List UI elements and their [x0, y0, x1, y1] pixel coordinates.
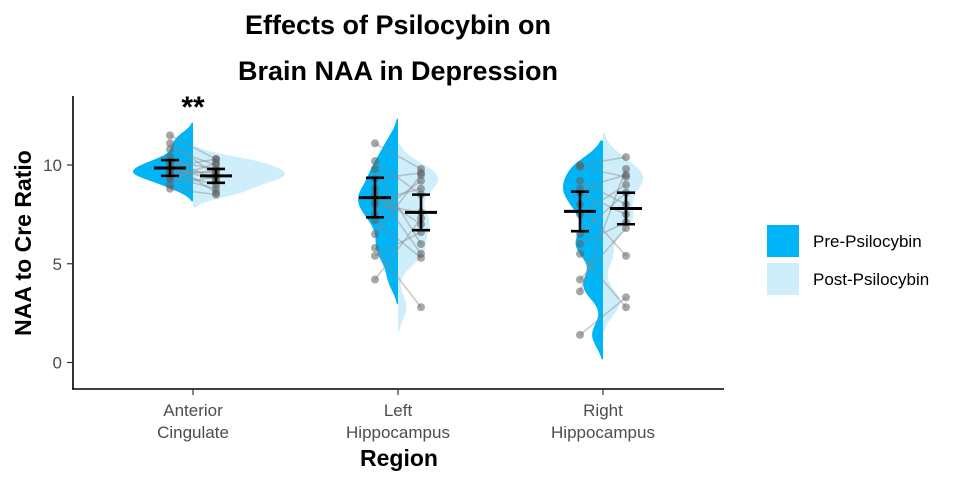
violin-post-1 — [398, 144, 438, 332]
paired-line — [374, 180, 422, 216]
paired-line — [169, 176, 217, 186]
paired-line — [579, 227, 627, 281]
violin-pre-1 — [358, 118, 398, 304]
paired-line — [169, 176, 217, 190]
significance-annotation: ** — [181, 91, 205, 124]
data-point-pre — [371, 251, 379, 260]
paired-line — [579, 192, 627, 235]
paired-line — [579, 296, 627, 336]
x-tick-label: Hippocampus — [346, 423, 450, 442]
data-point-post — [417, 170, 425, 179]
paired-line — [169, 158, 217, 168]
x-tick-label: Right — [583, 401, 623, 420]
paired-line — [374, 142, 422, 170]
paired-line — [579, 191, 627, 216]
legend-label-post: Post-Psilocybin — [813, 270, 929, 289]
paired-line — [579, 166, 627, 178]
paired-line — [374, 193, 422, 225]
paired-line — [579, 180, 627, 206]
paired-line — [374, 217, 422, 281]
data-point-pre — [576, 249, 584, 258]
paired-line — [169, 160, 217, 170]
data-point-post — [622, 170, 630, 179]
data-point-pre — [576, 275, 584, 284]
paired-line — [374, 231, 422, 257]
plot-area: ** — [133, 91, 643, 360]
legend: Pre-Psilocybin Post-Psilocybin — [767, 225, 929, 295]
data-point-post — [417, 253, 425, 262]
paired-line — [579, 253, 627, 308]
paired-line — [374, 174, 422, 235]
data-point-post — [212, 159, 220, 168]
data-point-post — [622, 224, 630, 233]
axes: 0 5 10 Anterior Cingulate Left Hippocampus Righ… — [43, 156, 655, 442]
data-point-pre — [166, 145, 174, 154]
paired-line — [374, 219, 422, 259]
paired-line — [169, 148, 217, 166]
chart-title-line-2: Brain NAA in Depression — [238, 56, 558, 86]
data-point-post — [622, 293, 630, 302]
data-point-post — [622, 180, 630, 189]
paired-line — [374, 188, 422, 255]
y-tick-label: 0 — [53, 354, 62, 373]
data-point-post — [622, 251, 630, 260]
data-point-pre — [576, 176, 584, 185]
data-point-pre — [371, 139, 379, 148]
data-point-pre — [371, 275, 379, 284]
violin-pre-2 — [563, 140, 603, 360]
x-tick-label: Cingulate — [157, 423, 229, 442]
chart-title-line-1: Effects of Psilocybin on — [245, 10, 551, 40]
data-point-pre — [166, 139, 174, 148]
data-point-pre — [371, 243, 379, 252]
data-point-pre — [371, 164, 379, 173]
y-tick-label: 5 — [53, 255, 62, 274]
data-point-post — [417, 176, 425, 185]
paired-line — [579, 168, 627, 292]
y-tick-label: 10 — [43, 156, 62, 175]
paired-line — [579, 203, 627, 257]
x-tick-label: Anterior — [163, 401, 223, 420]
paired-line — [169, 187, 217, 196]
data-point-pre — [166, 131, 174, 140]
y-axis-title: NAA to Cre Ratio — [10, 150, 36, 336]
data-point-pre — [576, 162, 584, 171]
data-point-post — [212, 184, 220, 193]
paired-line — [579, 156, 627, 166]
data-point-post — [417, 240, 425, 248]
paired-line — [579, 184, 627, 216]
paired-line — [169, 134, 217, 160]
x-tick-label: Hippocampus — [551, 423, 655, 442]
paired-line — [374, 160, 422, 196]
data-point-post — [417, 184, 425, 193]
paired-line — [169, 170, 217, 174]
paired-line — [374, 168, 422, 245]
paired-line — [579, 174, 627, 190]
data-point-pre — [576, 330, 584, 339]
violin-pre-0 — [133, 122, 193, 202]
x-tick-label: Left — [384, 401, 413, 420]
legend-swatch-pre — [767, 225, 799, 257]
x-axis-title: Region — [360, 445, 438, 471]
data-point-post — [417, 303, 425, 312]
data-point-pre — [576, 287, 584, 296]
data-point-pre — [371, 157, 379, 166]
data-point-post — [622, 303, 630, 312]
violin-post-2 — [603, 132, 643, 332]
data-point-post — [212, 190, 220, 199]
legend-swatch-post — [767, 263, 799, 295]
paired-line — [169, 170, 217, 176]
paired-line — [579, 221, 627, 245]
data-point-post — [622, 164, 630, 173]
data-point-pre — [576, 240, 584, 248]
data-point-pre — [371, 230, 379, 239]
data-point-post — [622, 153, 630, 162]
data-point-pre — [166, 184, 174, 193]
paired-line — [374, 247, 422, 308]
legend-label-pre: Pre-Psilocybin — [813, 232, 922, 251]
